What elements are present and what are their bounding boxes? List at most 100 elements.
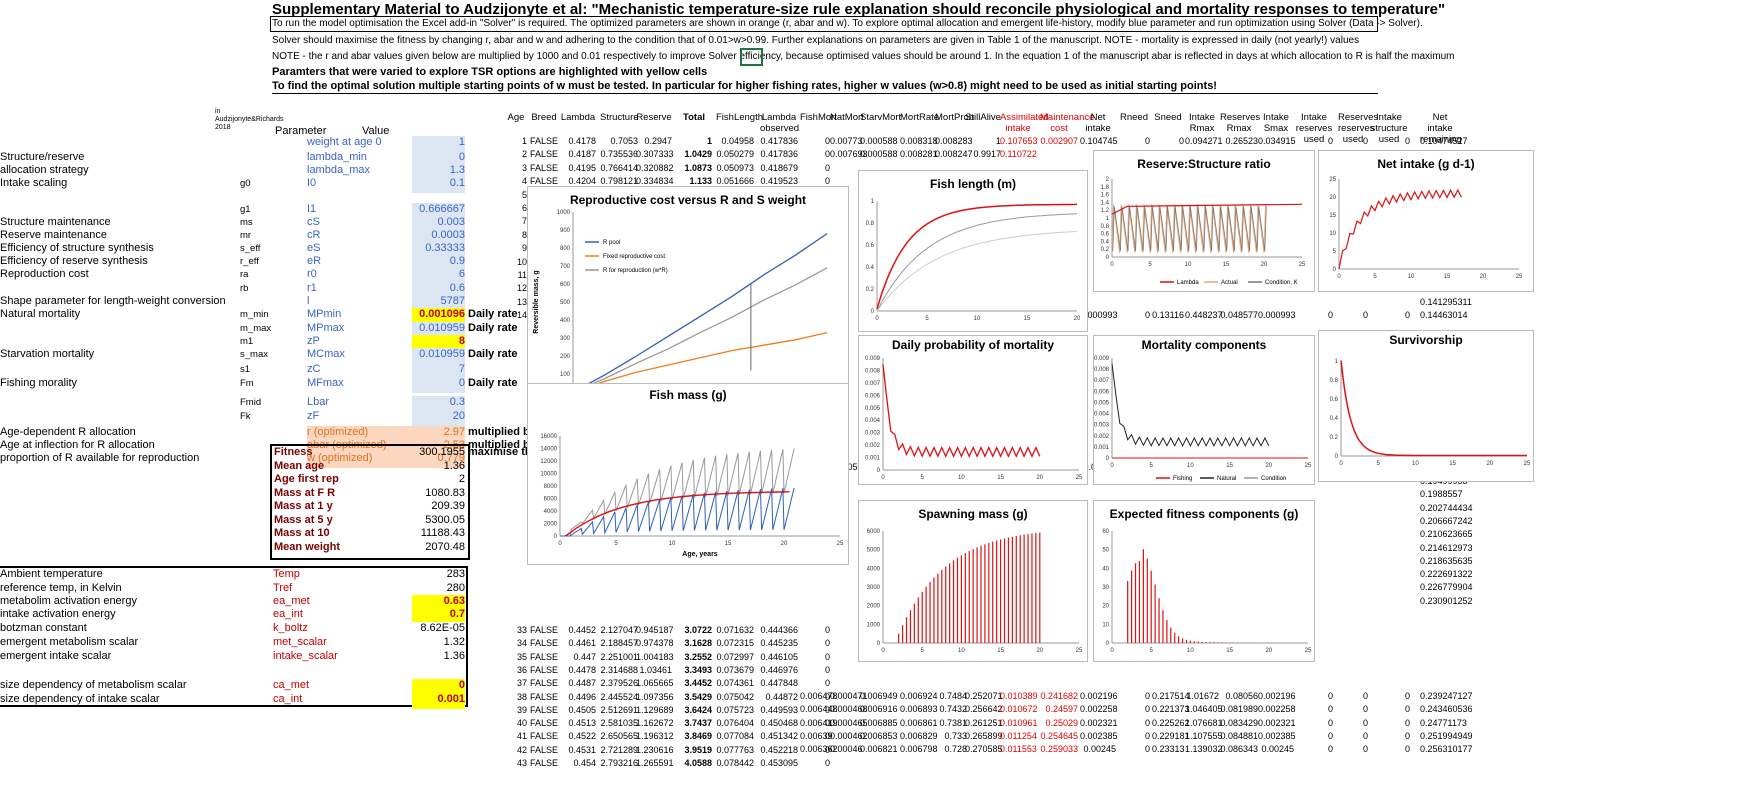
grid-cell[interactable]: 1.133 (689, 176, 712, 187)
grid-cell[interactable]: 0.072315 (716, 638, 754, 649)
grid-cell[interactable]: 0.728 (944, 744, 967, 755)
grid-cell[interactable]: 9 (521, 243, 527, 254)
grid-cell[interactable]: 3.0722 (684, 625, 712, 635)
grid-cell[interactable]: 0.086343 (1220, 744, 1258, 755)
grid-cell[interactable]: 0.450468 (760, 718, 798, 729)
env-value-cell[interactable]: 280 (412, 582, 465, 598)
grid-cell[interactable]: 0.00245 (1261, 744, 1294, 755)
grid-cell[interactable]: 0 (1404, 717, 1410, 728)
grid-cell[interactable]: 0 (824, 149, 830, 160)
grid-cell[interactable]: FALSE (530, 704, 559, 715)
grid-cell[interactable]: 0.083429 (1220, 717, 1258, 728)
grid-cell[interactable]: 0.010389 (1000, 691, 1038, 701)
fitness-value[interactable]: 5300.05 (425, 513, 465, 526)
grid-cell[interactable]: 0.10474527 (1420, 136, 1468, 146)
grid-cell[interactable]: 0 (1144, 691, 1150, 701)
grid-cell[interactable]: 0.006362 (800, 744, 838, 755)
grid-cell[interactable]: 0.44872 (765, 691, 798, 702)
grid-cell[interactable]: 0.265899 (965, 730, 1003, 741)
grid-cell[interactable]: 1.162672 (636, 718, 674, 729)
grid-cell[interactable]: 0 (1404, 704, 1410, 715)
grid-cell[interactable]: 0.735536 (600, 149, 638, 160)
grid-cell[interactable]: 0.766414 (600, 162, 638, 173)
grid-cell[interactable]: 0 (1327, 310, 1333, 321)
grid-cell[interactable]: 1.01672 (1186, 691, 1219, 701)
grid-cell[interactable]: 0.006861 (900, 717, 938, 728)
grid-cell[interactable]: FALSE (530, 744, 559, 755)
grid-cell[interactable]: 0.077084 (716, 731, 754, 742)
grid-cell[interactable]: 38 (516, 691, 527, 702)
grid-cell[interactable]: 0.4531 (568, 744, 596, 755)
grid-cell[interactable]: 1.046405 (1185, 704, 1223, 715)
grid-cell[interactable]: 0.075042 (716, 691, 754, 702)
param-value-cell[interactable]: 0 (412, 377, 465, 393)
grid-cell[interactable]: 0.419523 (760, 176, 798, 187)
grid-cell[interactable]: 0 (1362, 730, 1368, 741)
param-value-cell[interactable]: 0.3 (412, 396, 465, 412)
grid-cell[interactable]: 0.447848 (760, 678, 798, 689)
grid-cell[interactable]: 0.307333 (636, 149, 674, 160)
grid-cell[interactable]: 0 (1404, 744, 1410, 755)
grid-cell[interactable]: 0.241682 (1040, 691, 1078, 701)
grid-cell[interactable]: 0.006798 (900, 744, 938, 755)
grid-cell[interactable]: 0 (1362, 744, 1368, 755)
grid-cell[interactable]: 0.445235 (760, 638, 798, 649)
grid-cell[interactable]: 2.512691 (600, 704, 638, 715)
grid-cell[interactable]: 0.226779904 (1420, 582, 1473, 593)
grid-cell[interactable]: 3.5429 (684, 691, 712, 702)
grid-cell[interactable]: 1.03461 (639, 664, 672, 675)
grid-cell[interactable]: 0 (1144, 717, 1150, 728)
grid-cell[interactable]: 0.008247 (935, 149, 973, 160)
grid-cell[interactable]: 3.1628 (684, 638, 712, 649)
grid-cell[interactable]: 0.252071 (965, 691, 1003, 701)
grid-cell[interactable]: 11 (517, 270, 527, 280)
grid-cell[interactable]: 0.073679 (716, 664, 754, 675)
grid-cell[interactable]: 0.011553 (1000, 744, 1037, 755)
grid-cell[interactable]: 0.4461 (568, 638, 596, 649)
grid-cell[interactable]: 3.2552 (684, 651, 712, 662)
param-value-cell[interactable]: 1.3 (412, 164, 465, 180)
grid-cell[interactable]: 0.034915 (1258, 136, 1296, 146)
grid-cell[interactable]: 0.256310177 (1420, 744, 1473, 755)
grid-cell[interactable]: 3 (521, 162, 527, 173)
grid-cell[interactable]: FALSE (530, 136, 559, 146)
grid-cell[interactable]: 0.256642 (965, 704, 1003, 715)
grid-cell[interactable]: 10 (516, 256, 527, 267)
grid-cell[interactable]: 1.0429 (684, 149, 712, 160)
grid-cell[interactable]: 0 (1327, 744, 1333, 755)
grid-cell[interactable]: FALSE (530, 149, 559, 160)
grid-cell[interactable]: 33 (516, 625, 527, 635)
grid-cell[interactable]: 39 (516, 704, 527, 715)
param-value-cell[interactable]: 0.001096 (412, 308, 465, 324)
fitness-value[interactable]: 1080.83 (425, 486, 465, 499)
grid-cell[interactable]: 0.733 (944, 730, 967, 741)
grid-cell[interactable]: 0.006478 (800, 691, 838, 701)
env-value-cell[interactable]: 0.7 (412, 608, 465, 624)
grid-cell[interactable]: 0.084881 (1220, 730, 1258, 741)
grid-cell[interactable]: 0.000993 (1258, 310, 1296, 321)
grid-cell[interactable]: 2.379526 (600, 678, 638, 689)
grid-cell[interactable]: FALSE (530, 651, 559, 662)
grid-cell[interactable]: 0.4178 (568, 136, 596, 146)
grid-cell[interactable]: 0.006949 (860, 691, 898, 701)
grid-cell[interactable]: FALSE (530, 176, 559, 187)
grid-cell[interactable]: 0.218635635 (1420, 555, 1473, 566)
grid-cell[interactable]: 0 (1404, 730, 1410, 741)
grid-cell[interactable]: 41 (516, 731, 527, 742)
grid-cell[interactable]: 1 (995, 136, 1001, 146)
grid-cell[interactable]: 0.451342 (760, 731, 798, 742)
grid-cell[interactable]: 0.072997 (716, 651, 754, 662)
env-value-cell[interactable]: 1.36 (412, 650, 465, 666)
grid-cell[interactable]: 14 (516, 310, 527, 321)
grid-cell[interactable]: 0 (824, 638, 830, 649)
grid-cell[interactable]: 0 (1404, 310, 1410, 321)
grid-cell[interactable]: 0.002258 (1258, 704, 1296, 715)
env-value-cell[interactable]: 8.62E-05 (412, 622, 465, 638)
grid-cell[interactable]: 0.010961 (1000, 717, 1038, 728)
grid-cell[interactable]: FALSE (530, 162, 559, 173)
grid-cell[interactable]: 0.1988557 (1420, 489, 1463, 500)
grid-cell[interactable]: 0.23313 (1152, 744, 1185, 755)
param-value-cell[interactable]: 0.003 (412, 216, 465, 232)
grid-cell[interactable]: 0.243460536 (1420, 704, 1473, 715)
grid-cell[interactable]: 0 (1362, 691, 1368, 701)
